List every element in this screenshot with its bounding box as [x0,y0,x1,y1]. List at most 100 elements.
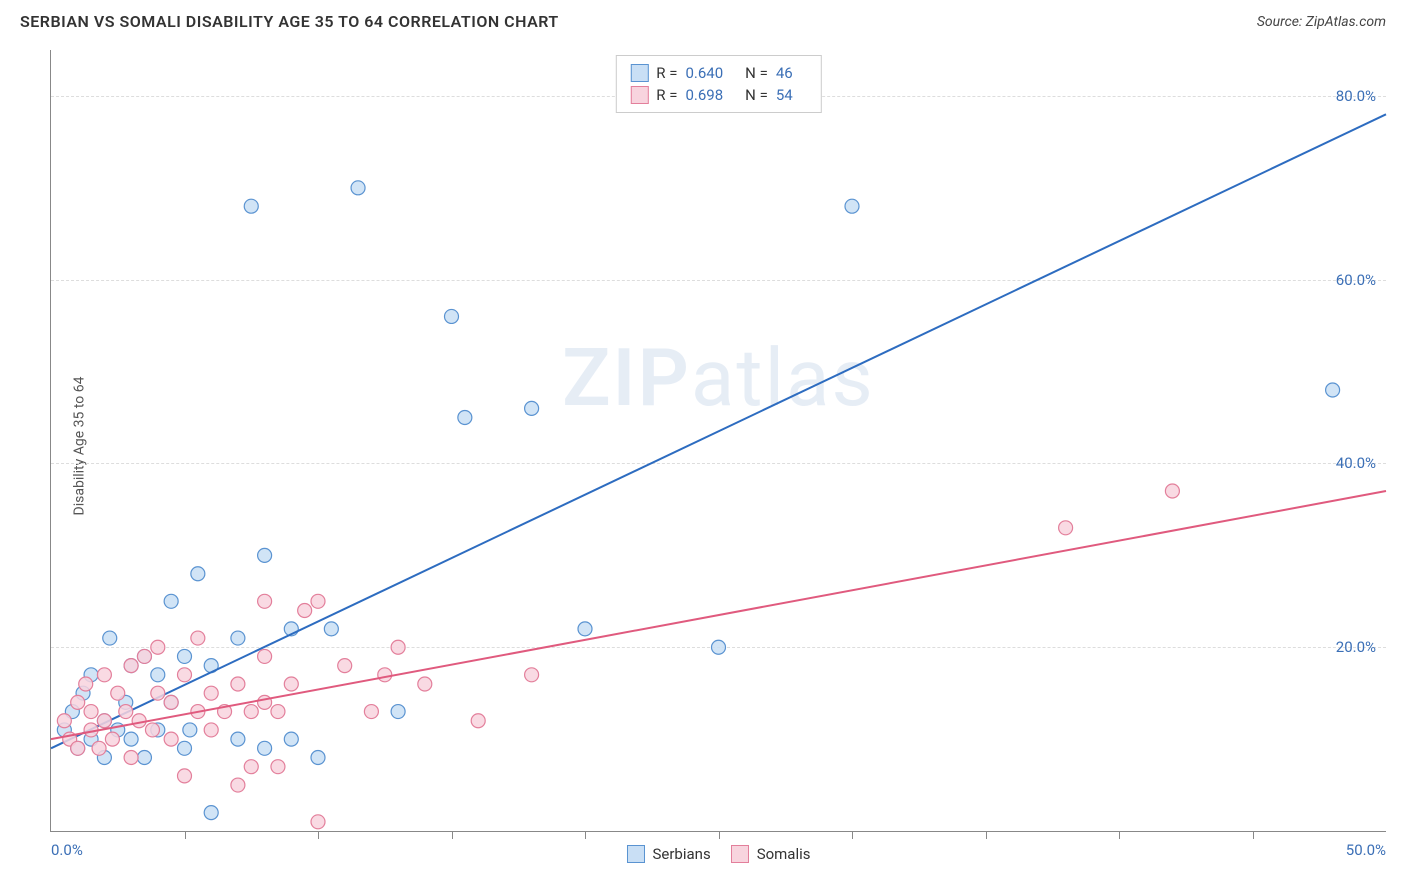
data-point [351,181,365,195]
data-point [298,603,312,617]
data-point [418,677,432,691]
data-point [183,723,197,737]
x-tick [1253,831,1254,839]
data-point [231,677,245,691]
x-tick [852,831,853,839]
legend-item-serbians: Serbians [626,845,710,863]
data-point [712,640,726,654]
data-point [151,686,165,700]
n-label: N = [745,64,768,82]
data-point [151,668,165,682]
data-point [845,199,859,213]
data-point [324,622,338,636]
data-point [137,750,151,764]
data-point [204,806,218,820]
data-point [84,705,98,719]
data-point [391,705,405,719]
data-point [97,714,111,728]
series-legend: Serbians Somalis [626,845,810,863]
x-tick-label-min: 0.0% [51,841,83,859]
data-point [271,760,285,774]
swatch-somalis [630,86,648,104]
x-tick [318,831,319,839]
data-point [71,741,85,755]
r-value-serbians: 0.640 [685,64,723,82]
data-point [119,705,133,719]
data-point [258,695,272,709]
n-value-somalis: 54 [776,86,793,104]
data-point [103,631,117,645]
r-label: R = [656,86,677,104]
legend-label-somalis: Somalis [757,845,811,863]
data-point [244,705,258,719]
chart-title: SERBIAN VS SOMALI DISABILITY AGE 35 TO 6… [20,12,559,31]
data-point [92,741,106,755]
data-point [145,723,159,737]
data-point [124,659,138,673]
data-point [151,640,165,654]
data-point [164,594,178,608]
data-point [525,401,539,415]
data-point [57,714,71,728]
data-point [244,760,258,774]
data-point [178,668,192,682]
x-tick [1119,831,1120,839]
data-point [204,723,218,737]
data-point [471,714,485,728]
swatch-serbians [630,64,648,82]
data-point [1059,521,1073,535]
data-point [578,622,592,636]
legend-item-somalis: Somalis [731,845,811,863]
data-point [164,695,178,709]
data-point [111,686,125,700]
data-point [244,199,258,213]
data-point [311,750,325,764]
r-label: R = [656,64,677,82]
x-tick [585,831,586,839]
data-point [271,705,285,719]
x-tick [719,831,720,839]
data-point [105,732,119,746]
data-point [525,668,539,682]
data-point [178,649,192,663]
data-point [124,750,138,764]
data-point [1165,484,1179,498]
data-point [137,649,151,663]
data-point [71,695,85,709]
data-point [284,732,298,746]
data-point [124,732,138,746]
swatch-serbians-icon [626,845,644,863]
data-point [258,741,272,755]
data-point [364,705,378,719]
data-point [204,686,218,700]
data-point [178,741,192,755]
legend-row-somalis: R = 0.698 N = 54 [630,84,806,106]
data-point [164,732,178,746]
swatch-somalis-icon [731,845,749,863]
data-point [79,677,93,691]
data-point [445,309,459,323]
data-point [311,594,325,608]
data-point [132,714,146,728]
r-value-somalis: 0.698 [685,86,723,104]
x-tick [986,831,987,839]
legend-label-serbians: Serbians [652,845,710,863]
data-point [231,778,245,792]
source-label: Source: ZipAtlas.com [1257,14,1386,30]
data-point [458,411,472,425]
data-point [178,769,192,783]
data-point [258,649,272,663]
data-point [378,668,392,682]
chart-plot-area: ZIPatlas R = 0.640 N = 46 R = 0.698 N = … [50,50,1386,832]
x-tick [452,831,453,839]
scatter-svg [51,50,1386,831]
x-tick [185,831,186,839]
data-point [191,567,205,581]
data-point [231,631,245,645]
n-value-serbians: 46 [776,64,793,82]
data-point [284,677,298,691]
data-point [191,631,205,645]
data-point [231,732,245,746]
data-point [258,548,272,562]
data-point [258,594,272,608]
